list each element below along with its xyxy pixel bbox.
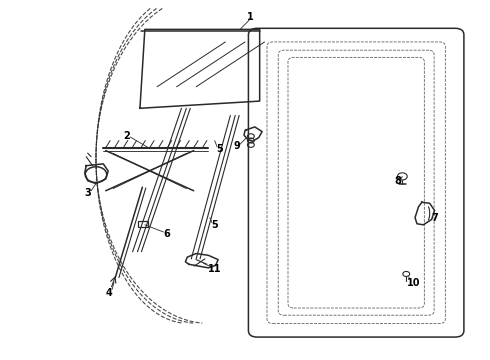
Text: 10: 10: [407, 278, 420, 288]
Text: 8: 8: [394, 176, 401, 186]
Text: 1: 1: [246, 12, 253, 22]
Text: 9: 9: [233, 140, 240, 150]
Text: 7: 7: [431, 213, 438, 222]
Text: 5: 5: [211, 220, 218, 230]
Bar: [138, 221, 148, 226]
Text: 5: 5: [216, 144, 223, 154]
Text: 3: 3: [84, 188, 91, 198]
Text: 4: 4: [106, 288, 113, 298]
Text: 6: 6: [164, 229, 170, 239]
Text: 11: 11: [208, 264, 221, 274]
Text: 2: 2: [123, 131, 130, 140]
